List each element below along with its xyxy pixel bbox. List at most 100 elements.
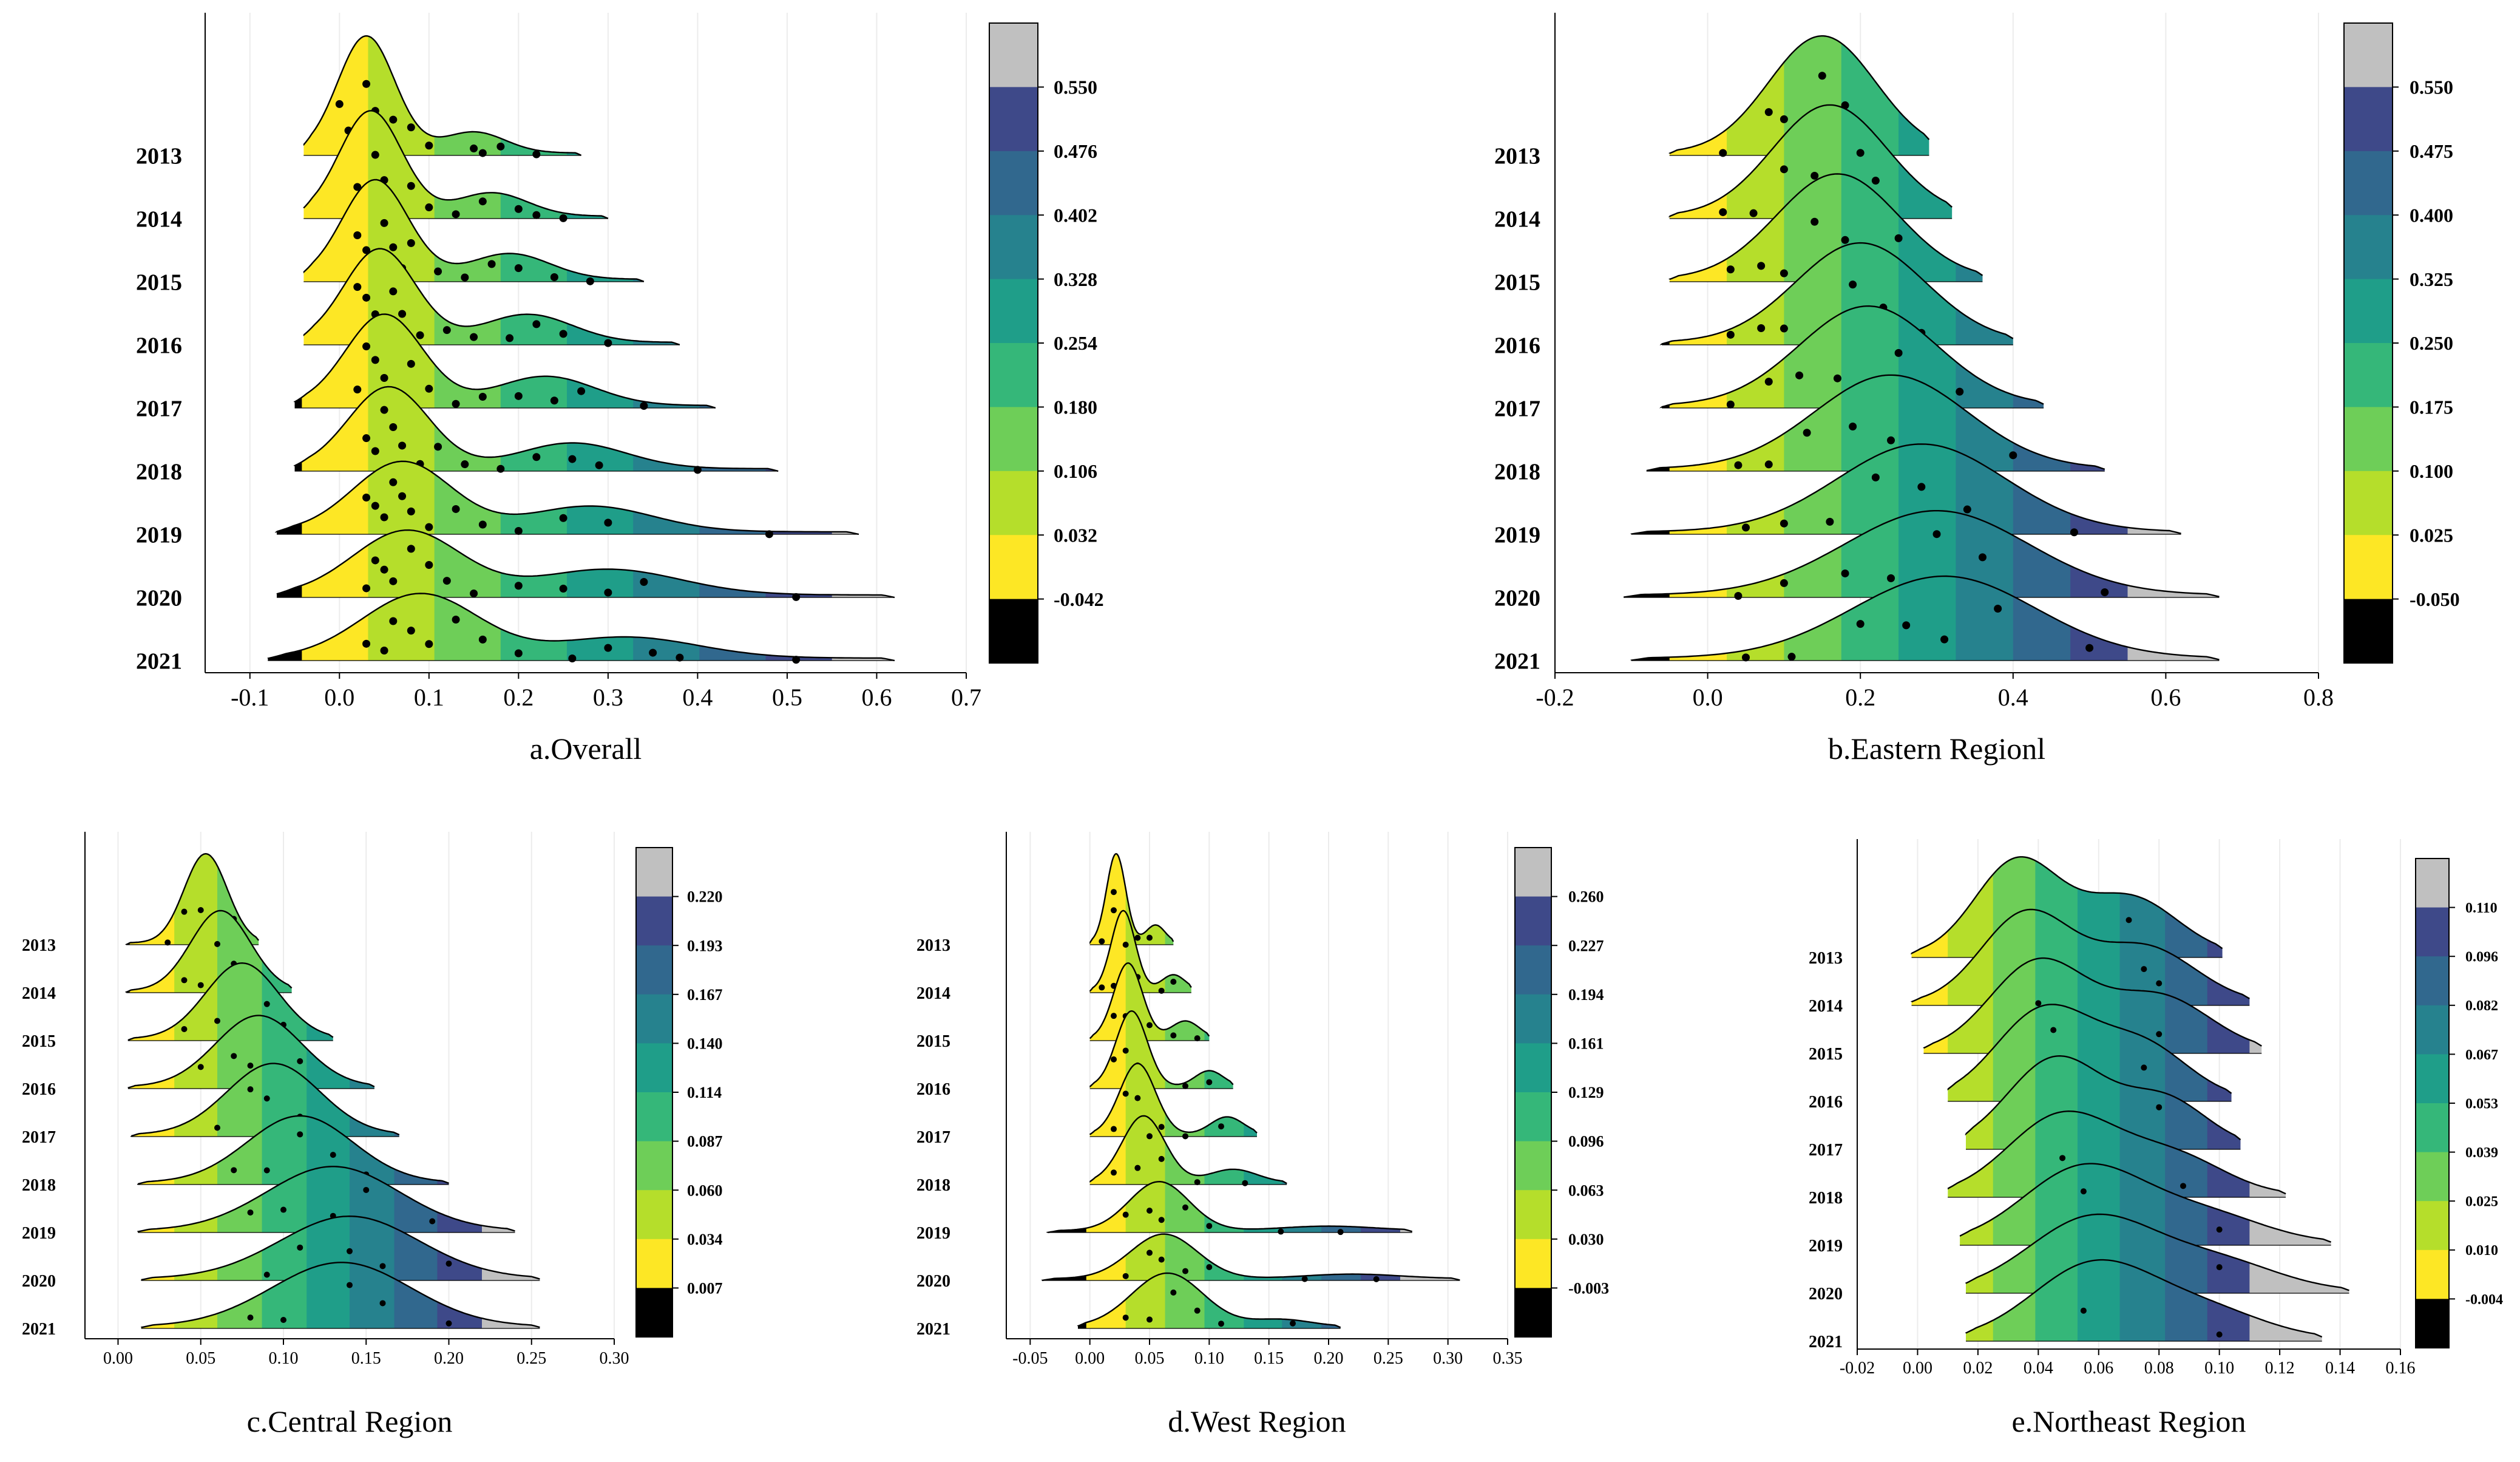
data-point	[514, 205, 523, 213]
data-point	[604, 588, 612, 597]
data-point	[297, 1131, 303, 1138]
data-point	[514, 264, 523, 273]
ridge-outline	[1077, 1272, 1341, 1328]
data-point	[398, 310, 407, 318]
data-point	[1182, 1204, 1188, 1211]
colorbar-tick-label: 0.476	[1054, 140, 1097, 162]
colorbar-tick-label: 0.161	[1568, 1035, 1604, 1053]
year-label: 2021	[916, 1320, 950, 1339]
ridge-band	[1646, 375, 1670, 471]
year-label: 2017	[136, 396, 182, 421]
year-label: 2021	[1809, 1333, 1843, 1352]
data-point	[380, 219, 388, 227]
data-point	[1134, 1095, 1141, 1101]
x-tick-label: 0.8	[2303, 684, 2334, 711]
data-point	[514, 392, 523, 400]
colorbar-tick-label: 0.032	[1054, 524, 1097, 546]
year-label: 2017	[1494, 396, 1540, 421]
colorbar-segment	[636, 1043, 672, 1093]
colorbar-segment	[1515, 1239, 1551, 1288]
ridge-outline	[293, 313, 716, 409]
ridge-band	[1048, 1182, 1087, 1232]
data-point	[1894, 234, 1903, 242]
ridge-band	[633, 248, 680, 345]
ridge-band	[699, 530, 767, 597]
data-point	[586, 277, 594, 285]
colorbar-segment	[1515, 1141, 1551, 1191]
x-tick-label: -0.02	[1840, 1359, 1875, 1378]
x-tick-label: 0.30	[600, 1349, 629, 1368]
chart-caption: c.Central Region	[247, 1404, 453, 1438]
ridge-band	[368, 530, 435, 597]
chart-panel-a: 2013 2014 2015 2016 2017 2018 2019 2020 2021 -0.1…	[136, 13, 1104, 766]
data-point	[470, 333, 478, 341]
data-point	[1158, 987, 1165, 994]
ridge-band	[1244, 1273, 1283, 1328]
data-point	[1780, 579, 1788, 587]
year-label: 2015	[136, 270, 182, 295]
data-point	[1099, 984, 1105, 991]
data-point	[559, 330, 567, 338]
data-point	[1871, 177, 1880, 185]
ridge-band	[437, 1115, 449, 1185]
data-point	[2156, 1104, 2163, 1110]
year-label: 2020	[22, 1272, 56, 1291]
data-point	[1795, 371, 1804, 379]
data-point	[416, 331, 424, 339]
data-point	[2216, 1226, 2223, 1233]
year-label: 2021	[1494, 648, 1540, 674]
data-point	[353, 283, 362, 291]
data-point	[550, 273, 558, 281]
ridge-band	[1631, 576, 1670, 661]
data-point	[371, 356, 379, 364]
colorbar-tick-label: 0.110	[2465, 900, 2498, 916]
data-point	[362, 246, 371, 254]
ridge-outline	[1911, 908, 2250, 1003]
ridge-outline	[1668, 173, 1983, 280]
year-label: 2021	[22, 1320, 56, 1339]
data-point	[1994, 604, 2002, 613]
colorbar-segment	[2344, 279, 2393, 344]
data-point	[568, 455, 577, 463]
colorbar-segment	[1515, 945, 1551, 995]
ridge-outline	[140, 1262, 540, 1328]
ridge-band	[277, 530, 303, 597]
ridge-band	[126, 910, 130, 993]
colorbar-segment	[2344, 151, 2393, 216]
data-point	[577, 387, 586, 395]
ridge-band	[1321, 1273, 1341, 1328]
data-point	[1194, 1035, 1201, 1042]
data-point	[1122, 1314, 1129, 1321]
year-label: 2017	[1809, 1141, 1843, 1160]
data-point	[425, 523, 433, 531]
ridge-band	[141, 1262, 175, 1328]
data-point	[640, 401, 648, 410]
data-point	[1780, 324, 1788, 333]
ridge-band	[1078, 1273, 1087, 1328]
year-label: 2014	[1809, 997, 1843, 1016]
colorbar-segment	[989, 535, 1038, 600]
ridge-band	[699, 314, 716, 408]
colorbar-tick-label: 0.167	[687, 986, 723, 1004]
data-point	[263, 1001, 270, 1007]
data-point	[380, 646, 388, 654]
data-point	[792, 593, 801, 601]
data-point	[1719, 208, 1727, 216]
data-point	[362, 80, 371, 88]
ridge-outline	[1089, 1010, 1234, 1088]
colorbar-segment	[2416, 1103, 2449, 1153]
data-point	[214, 940, 220, 947]
ridge-band	[1956, 174, 1983, 282]
data-point	[389, 423, 398, 431]
colorbar-segment	[636, 945, 672, 995]
x-tick-label: 0.7	[951, 684, 981, 711]
data-point	[407, 627, 415, 635]
year-label: 2021	[136, 648, 182, 674]
data-point	[362, 293, 371, 302]
ridge-band	[307, 963, 333, 1041]
year-label: 2016	[1494, 333, 1540, 358]
ridge-band	[129, 854, 175, 945]
year-label: 2013	[136, 143, 182, 169]
data-point	[1757, 262, 1766, 270]
year-label: 2019	[1809, 1237, 1843, 1256]
